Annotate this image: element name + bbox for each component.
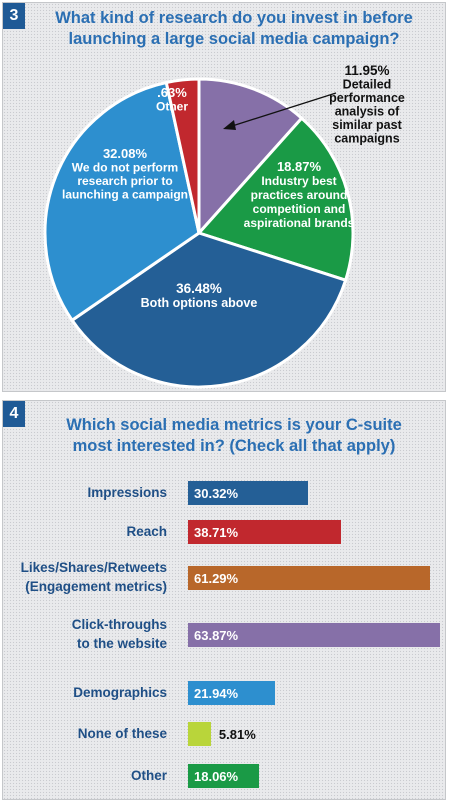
bar: 30.32% bbox=[188, 481, 308, 505]
pie-slice bbox=[197, 77, 304, 235]
pie-category-label: Other bbox=[156, 100, 188, 114]
bar-value-label: 61.29% bbox=[194, 571, 239, 586]
bar-category-label: Likes/Shares/Retweets (Engagement metrics… bbox=[0, 558, 167, 596]
pie-category-label: launching a campaign bbox=[62, 188, 188, 202]
pie-category-label: research prior to bbox=[77, 174, 172, 188]
bar-category-label-line: Reach bbox=[126, 523, 167, 539]
bar-category-label-line: None of these bbox=[77, 725, 167, 741]
bar-category-label: Click-throughs to the website bbox=[0, 615, 167, 653]
pie-slice bbox=[164, 77, 201, 235]
bar bbox=[188, 722, 211, 746]
bar-value-label: 18.06% bbox=[194, 769, 239, 784]
pie-category-label: analysis of bbox=[335, 105, 400, 119]
pie-category-label: performance bbox=[329, 91, 405, 105]
callout-arrow-head bbox=[223, 120, 236, 130]
pie-category-label: Both options above bbox=[141, 296, 258, 310]
bar-category-label: Demographics bbox=[0, 683, 167, 702]
pie-chart-title: What kind of research do you invest in b… bbox=[31, 8, 437, 50]
bar-category-label: Impressions bbox=[0, 483, 167, 502]
bar-value-label: 21.94% bbox=[194, 686, 239, 701]
bar-category-label: Reach bbox=[0, 522, 167, 541]
pie-chart-panel: 3 What kind of research do you invest in… bbox=[2, 2, 446, 392]
pie-category-label: Industry best bbox=[261, 174, 336, 188]
bar-category-label-line: to the website bbox=[76, 636, 167, 651]
pie-category-label: aspirational brands bbox=[244, 216, 355, 230]
pie-value-label: 18.87% bbox=[277, 159, 322, 174]
bar-value-label: 5.81% bbox=[218, 727, 256, 742]
pie-title-line: launching a large social media campaign? bbox=[68, 30, 400, 48]
pie-category-label: practices around bbox=[251, 188, 348, 202]
bar-category-label-line: Click-throughs bbox=[71, 617, 167, 632]
pie-title-line: What kind of research do you invest in b… bbox=[55, 9, 413, 27]
pie-value-label: .63% bbox=[157, 85, 187, 100]
bar-value-label: 30.32% bbox=[194, 486, 239, 501]
bar: 38.71% bbox=[188, 520, 341, 544]
pie-category-label: Detailed bbox=[343, 78, 392, 92]
bar-chart-panel: 4 Which social media metrics is your C-s… bbox=[2, 400, 446, 800]
bar: 18.06% bbox=[188, 764, 260, 788]
pie-category-label: similar past bbox=[332, 118, 402, 132]
pie-value-label: 11.95% bbox=[344, 63, 389, 78]
pie-slice bbox=[70, 231, 348, 389]
bar-category-label-line: (Engagement metrics) bbox=[25, 579, 167, 594]
question-number-badge: 3 bbox=[3, 3, 25, 29]
bar-category-label-line: Impressions bbox=[87, 484, 167, 500]
bar-title-line: Which social media metrics is your C-sui… bbox=[66, 416, 402, 434]
bar: 21.94% bbox=[188, 681, 275, 705]
pie-category-label: competition and bbox=[253, 202, 346, 216]
bar-title-line: most interested in? (Check all that appl… bbox=[72, 437, 396, 455]
pie-value-label: 36.48% bbox=[176, 281, 222, 296]
pie-slice bbox=[197, 116, 355, 282]
pie-category-label: campaigns bbox=[334, 132, 399, 146]
pie-category-label: We do not perform bbox=[72, 161, 178, 175]
bar-category-label: None of these bbox=[0, 724, 167, 743]
bar-category-label-line: Other bbox=[130, 767, 167, 783]
pie-value-label: 32.08% bbox=[103, 146, 148, 161]
question-number-badge: 4 bbox=[3, 401, 25, 427]
bar-value-label: 38.71% bbox=[194, 525, 239, 540]
callout-arrow-line bbox=[228, 92, 337, 128]
bar-chart-title: Which social media metrics is your C-sui… bbox=[31, 415, 437, 457]
bar: 63.87% bbox=[188, 623, 440, 647]
bar-category-label: Other bbox=[0, 766, 167, 785]
bar: 61.29% bbox=[188, 566, 430, 590]
pie-slice bbox=[43, 81, 201, 322]
bar-value-label: 63.87% bbox=[194, 628, 239, 643]
bar-category-label-line: Demographics bbox=[73, 684, 167, 700]
bar-category-label-line: Likes/Shares/Retweets bbox=[20, 560, 167, 575]
